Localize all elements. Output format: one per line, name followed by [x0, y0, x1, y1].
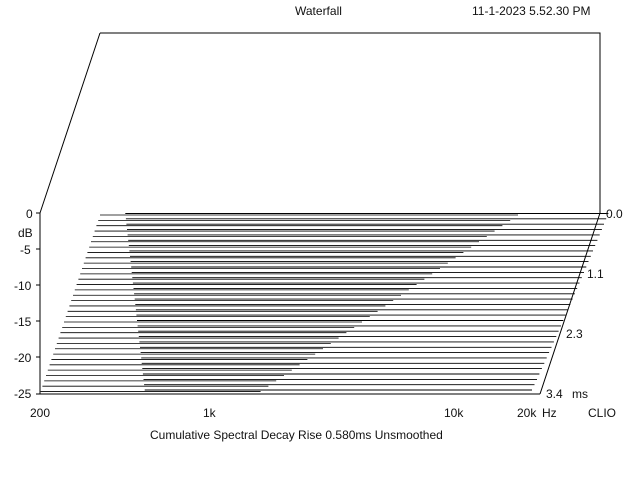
chart-frame	[36, 32, 601, 395]
x-tick-200: 200	[30, 406, 51, 420]
y-tick-4: -20	[14, 351, 32, 365]
chart-title: Waterfall	[295, 4, 342, 18]
y-tick-2: -10	[14, 279, 32, 293]
time-axis-unit: ms	[572, 387, 588, 401]
x-tick-10k: 10k	[444, 406, 464, 420]
back-wall-edge	[100, 32, 601, 213]
decay-floor	[40, 214, 518, 392]
y-axis-label: dB	[18, 226, 33, 240]
time-tick-1: 1.1	[587, 267, 604, 281]
time-tick-3: 3.4	[546, 387, 563, 401]
decay-slices	[125, 213, 609, 391]
time-tick-0: 0.0	[606, 207, 623, 221]
y-tick-0: 0	[26, 207, 33, 221]
time-tick-2: 2.3	[566, 327, 583, 341]
left-wall-edge	[39, 32, 101, 214]
x-tick-20k: 20k	[517, 406, 537, 420]
y-tick-5: -25	[14, 387, 32, 401]
x-axis-unit: Hz	[542, 406, 557, 420]
chart-subtitle: Cumulative Spectral Decay Rise 0.580ms U…	[150, 428, 443, 442]
timestamp: 11-1-2023 5.52.30 PM	[472, 4, 591, 18]
time-axis-line	[539, 212, 601, 395]
x-tick-1k: 1k	[203, 406, 216, 420]
brand-label: CLIO	[588, 406, 617, 420]
y-tick-1: -5	[20, 243, 31, 257]
y-tick-3: -15	[14, 315, 32, 329]
